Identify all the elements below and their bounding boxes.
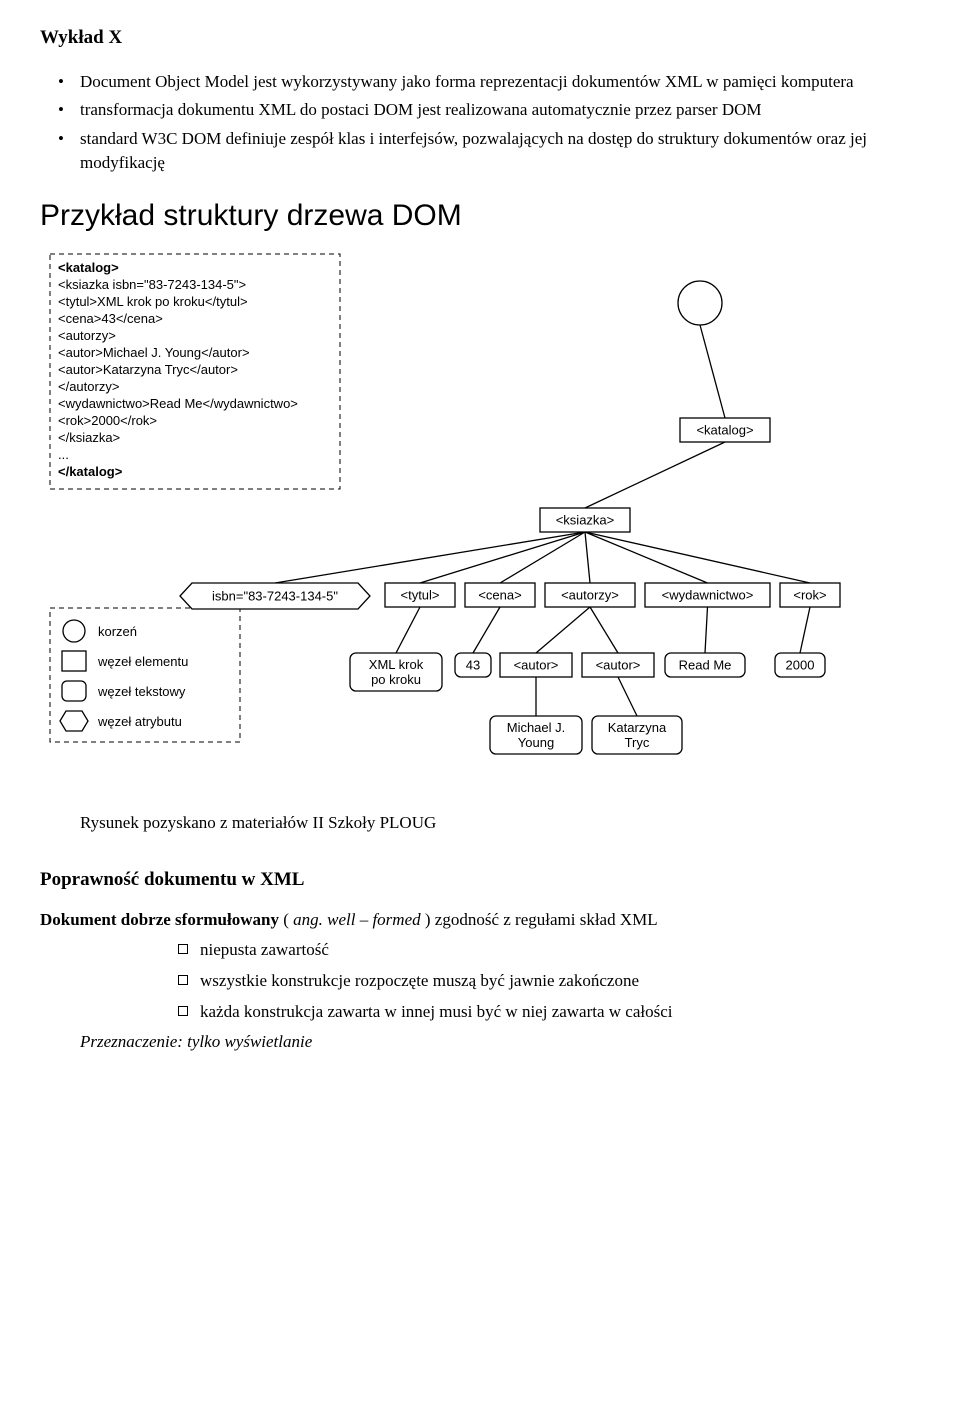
svg-text:<wydawnictwo>: <wydawnictwo> (662, 587, 754, 602)
page-title: Wykład X (40, 24, 920, 52)
svg-text:</autorzy>: </autorzy> (58, 379, 119, 394)
svg-text:węzeł elementu: węzeł elementu (97, 654, 188, 669)
diagram-title: Przykład struktury drzewa DOM (40, 194, 920, 238)
svg-text:<autor>Michael J. Young</autor: <autor>Michael J. Young</autor> (58, 345, 250, 360)
svg-text:<autorzy>: <autorzy> (561, 587, 619, 602)
svg-text:<autor>: <autor> (596, 657, 641, 672)
intro-bullet: transformacja dokumentu XML do postaci D… (80, 98, 920, 123)
dom-tree-diagram: <katalog><ksiazka isbn="83-7243-134-5"> … (40, 248, 920, 784)
svg-text:węzeł tekstowy: węzeł tekstowy (97, 684, 186, 699)
svg-text:Read Me: Read Me (679, 657, 732, 672)
svg-text:<autorzy>: <autorzy> (58, 328, 116, 343)
svg-text:XML krok: XML krok (369, 657, 424, 672)
intro-bullet-list: Document Object Model jest wykorzystywan… (40, 70, 920, 177)
svg-text:korzeń: korzeń (98, 624, 137, 639)
svg-text:węzeł atrybutu: węzeł atrybutu (97, 714, 182, 729)
intro-bullet: Document Object Model jest wykorzystywan… (80, 70, 920, 95)
svg-text:<katalog>: <katalog> (696, 422, 753, 437)
svg-text:...: ... (58, 447, 69, 462)
svg-text:<tytul>XML krok po kroku</tytu: <tytul>XML krok po kroku</tytul> (58, 294, 248, 309)
svg-text:<cena>43</cena>: <cena>43</cena> (58, 311, 163, 326)
svg-text:Young: Young (518, 735, 554, 750)
intro-bullet: standard W3C DOM definiuje zespół klas i… (80, 127, 920, 176)
svg-text:Katarzyna: Katarzyna (608, 720, 667, 735)
svg-text:</ksiazka>: </ksiazka> (58, 430, 120, 445)
well-formed-line: Dokument dobrze sformułowany ( ang. well… (40, 908, 920, 933)
svg-text:</katalog>: </katalog> (58, 464, 123, 479)
svg-text:<wydawnictwo>Read Me</wydawnic: <wydawnictwo>Read Me</wydawnictwo> (58, 396, 298, 411)
svg-text:<ksiazka isbn="83-7243-134-5">: <ksiazka isbn="83-7243-134-5"> (58, 277, 246, 292)
wf-prefix: ( (279, 910, 293, 929)
well-formed-bold: Dokument dobrze sformułowany (40, 910, 279, 929)
svg-text:Tryc: Tryc (625, 735, 650, 750)
svg-text:<rok>: <rok> (793, 587, 826, 602)
svg-text:isbn="83-7243-134-5": isbn="83-7243-134-5" (212, 588, 338, 603)
section-heading: Poprawność dokumentu w XML (40, 866, 920, 894)
purpose-line: Przeznaczenie: tylko wyświetlanie (40, 1030, 920, 1055)
wf-italic: ang. well – formed (293, 910, 421, 929)
svg-text:<rok>2000</rok>: <rok>2000</rok> (58, 413, 157, 428)
svg-text:<autor>: <autor> (514, 657, 559, 672)
rules-list: niepusta zawartość wszystkie konstrukcje … (40, 938, 920, 1024)
svg-text:2000: 2000 (786, 657, 815, 672)
svg-text:<ksiazka>: <ksiazka> (556, 512, 615, 527)
svg-text:<tytul>: <tytul> (400, 587, 439, 602)
rule-item: wszystkie konstrukcje rozpoczęte muszą b… (200, 969, 920, 994)
svg-text:<cena>: <cena> (478, 587, 521, 602)
svg-text:43: 43 (466, 657, 480, 672)
diagram-caption: Rysunek pozyskano z materiałów II Szkoły… (40, 811, 920, 836)
svg-text:<katalog>: <katalog> (58, 260, 119, 275)
svg-text:po kroku: po kroku (371, 672, 421, 687)
rule-item: każda konstrukcja zawarta w innej musi b… (200, 1000, 920, 1025)
svg-text:Michael J.: Michael J. (507, 720, 566, 735)
rule-item: niepusta zawartość (200, 938, 920, 963)
svg-text:<autor>Katarzyna Tryc</autor>: <autor>Katarzyna Tryc</autor> (58, 362, 238, 377)
wf-suffix: ) zgodność z regułami skład XML (421, 910, 658, 929)
